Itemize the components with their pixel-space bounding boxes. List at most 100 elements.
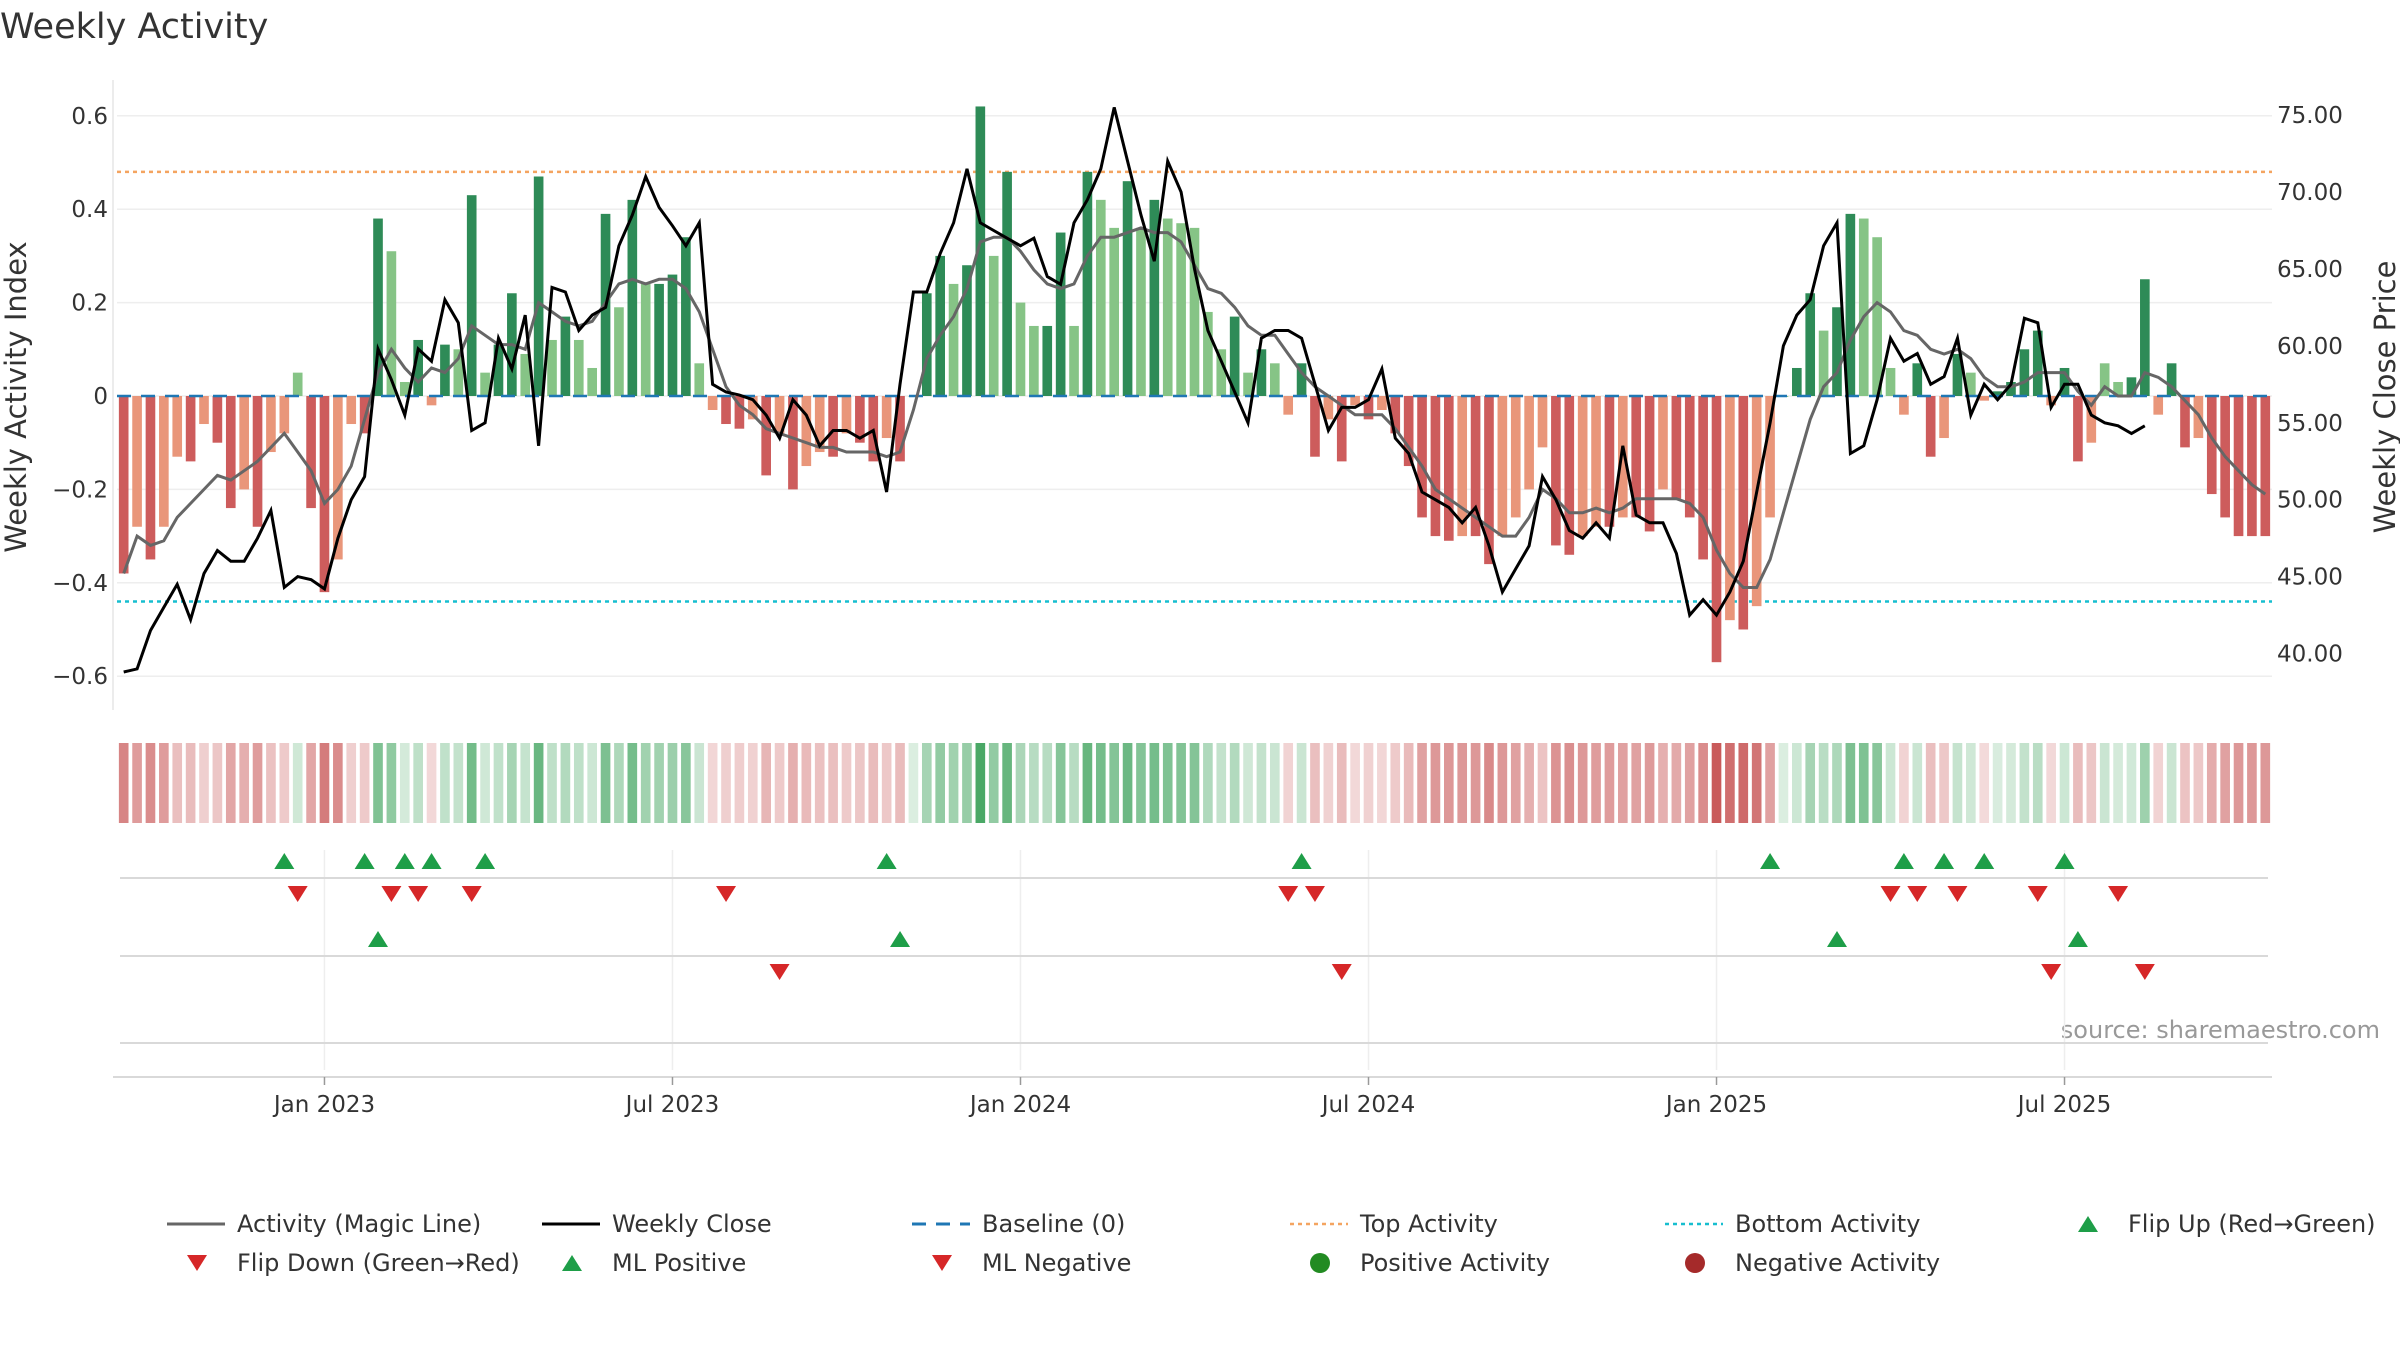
activity-bar <box>159 396 169 527</box>
heat-cell <box>1484 743 1494 823</box>
heat-cell <box>2032 743 2043 823</box>
heat-cell <box>1671 743 1682 823</box>
activity-bar <box>306 396 316 509</box>
heat-cell <box>1792 743 1802 823</box>
heat-cell <box>681 743 691 823</box>
legend-label: Baseline (0) <box>982 1210 1125 1238</box>
heat-cell <box>1417 743 1427 823</box>
heat-cell <box>1591 743 1601 823</box>
heat-cell <box>1042 743 1053 823</box>
activity-bar <box>1216 349 1227 396</box>
activity-bar <box>1684 396 1695 518</box>
activity-bar <box>895 396 905 462</box>
activity-bar <box>2140 279 2150 396</box>
activity-bar <box>694 363 705 396</box>
activity-bar <box>493 344 504 396</box>
y2-tick-label: 45.00 <box>2277 565 2343 591</box>
activity-bar <box>2180 396 2190 448</box>
activity-bar <box>1818 330 1829 396</box>
activity-bar <box>533 176 544 396</box>
heat-cell <box>1216 743 1227 823</box>
heat-cell <box>1751 743 1762 823</box>
activity-bar <box>560 316 571 396</box>
heat-cell <box>1899 743 1909 823</box>
flip-down-marker <box>2027 886 2048 902</box>
activity-bar <box>948 283 959 396</box>
activity-bar <box>1738 396 1749 630</box>
heat-cell <box>1738 743 1749 823</box>
heat-cell <box>413 743 423 823</box>
activity-bar <box>627 199 638 396</box>
activity-bar <box>1939 396 1949 439</box>
heat-cell <box>1684 743 1695 823</box>
heat-cell <box>2073 743 2083 823</box>
activity-bar <box>399 381 410 396</box>
activity-bar <box>801 396 812 467</box>
y2-tick-label: 40.00 <box>2277 642 2343 668</box>
activity-bar <box>1430 396 1441 537</box>
reference-lines <box>117 170 2272 603</box>
heat-cell <box>694 743 705 823</box>
ml-positive-marker <box>368 931 389 947</box>
activity-bar <box>1336 396 1347 462</box>
activity-bar <box>2126 377 2137 396</box>
activity-bar <box>975 106 986 397</box>
heat-cell <box>707 743 718 823</box>
activity-bar <box>1671 396 1682 499</box>
activity-bar <box>654 283 664 396</box>
heat-cell <box>145 743 156 823</box>
activity-bar <box>1618 396 1628 518</box>
activity-bar <box>2260 396 2271 537</box>
legend-label: Top Activity <box>1359 1210 1498 1238</box>
activity-bar <box>413 339 423 396</box>
heat-cell <box>199 743 209 823</box>
heat-cell <box>1323 743 1334 823</box>
activity-bar <box>118 396 129 574</box>
heat-cell <box>453 743 464 823</box>
activity-bar <box>1644 396 1655 532</box>
heat-cell <box>1149 743 1160 823</box>
y-tick-label: 0 <box>93 384 108 410</box>
activity-bar <box>2019 349 2030 396</box>
heat-cell <box>1430 743 1441 823</box>
flip-down-marker <box>381 886 402 902</box>
heat-cell <box>1122 743 1133 823</box>
heat-cell <box>466 743 477 823</box>
flip-down-marker <box>1947 886 1968 902</box>
activity-bar <box>988 255 999 396</box>
activity-bar <box>1885 367 1896 396</box>
activity-bar <box>2153 396 2164 415</box>
flip-down-marker <box>1880 886 1901 902</box>
flip-down-marker <box>716 886 737 902</box>
heat-cell <box>921 743 932 823</box>
legend-item-negact: Negative Activity <box>1685 1249 1940 1277</box>
activity-bar <box>1136 227 1146 396</box>
ml-positive-marker <box>890 931 911 947</box>
activity-bar <box>1069 325 1079 396</box>
legend-swatch <box>2078 1216 2098 1232</box>
activity-bar <box>614 307 624 396</box>
activity-bar <box>1403 396 1414 467</box>
heat-cell <box>1872 743 1882 823</box>
activity-bar <box>1631 396 1642 518</box>
flip-up-marker <box>1893 853 1914 869</box>
heat-cell <box>1443 743 1454 823</box>
activity-bar <box>1095 199 1106 396</box>
activity-bar <box>1952 353 1963 396</box>
heat-cell <box>386 743 397 823</box>
heat-cell <box>841 743 852 823</box>
heat-cell <box>721 743 731 823</box>
activity-bar <box>346 396 357 425</box>
flip-up-marker <box>2054 853 2075 869</box>
activity-bar <box>1805 293 1816 396</box>
activity-bar <box>1283 396 1294 415</box>
activity-bar <box>1363 396 1374 420</box>
heat-cell <box>855 743 865 823</box>
activity-bar <box>1551 396 1561 546</box>
activity-bar <box>1176 223 1186 396</box>
heat-cell <box>2180 743 2190 823</box>
heat-cell <box>1310 743 1320 823</box>
heat-cell <box>1136 743 1146 823</box>
activity-bar <box>1296 363 1307 396</box>
activity-bar <box>199 396 209 425</box>
